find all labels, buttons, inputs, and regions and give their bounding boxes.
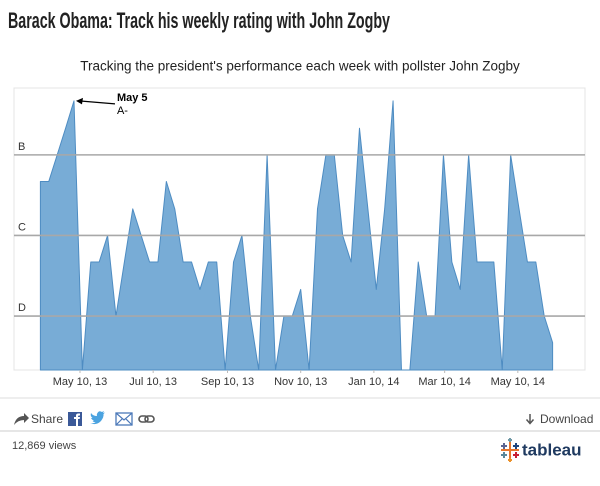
area <box>39 100 554 371</box>
email-icon <box>115 412 133 426</box>
link-icon <box>138 415 149 423</box>
download-button[interactable]: Download <box>525 412 594 426</box>
chart-subtitle: Tracking the president's performance eac… <box>80 59 520 74</box>
brand-name: tableau <box>522 440 582 459</box>
download-icon <box>525 414 535 425</box>
x-tick-label: Mar 10, 14 <box>418 376 471 388</box>
share-label: Share <box>31 412 63 426</box>
x-tick-label: May 10, 14 <box>491 376 545 388</box>
email-icon-flap <box>115 412 133 426</box>
tableau-cross <box>501 438 519 462</box>
y-tick-label: D <box>18 302 26 314</box>
chart-title: Barack Obama: Track his weekly rating wi… <box>8 8 390 33</box>
annotation-arrowhead <box>75 97 83 105</box>
plot-area: D C B May 10, 13 Jul 10, 13 Sep 10, 13 Nov 10,… <box>13 87 586 388</box>
annotation-text: A- <box>117 105 128 117</box>
x-tick-label: Jul 10, 13 <box>129 376 177 388</box>
tableau-logo: tableau <box>501 438 582 462</box>
twitter-button[interactable] <box>90 411 105 425</box>
link-icon <box>144 415 155 423</box>
share-button[interactable]: Share <box>14 412 63 426</box>
email-button[interactable] <box>115 412 133 426</box>
x-tick-label: Sep 10, 13 <box>201 376 254 388</box>
facebook-f <box>74 413 80 426</box>
x-tick-label: Jan 10, 14 <box>348 376 399 388</box>
annotation-arrow <box>78 100 116 105</box>
x-tick-label: Nov 10, 13 <box>274 376 327 388</box>
x-tick-label: May 10, 13 <box>53 376 107 388</box>
y-tick-label: B <box>18 141 25 153</box>
y-tick-label: C <box>18 221 26 233</box>
facebook-button[interactable] <box>68 412 82 426</box>
annotation-title: May 5 <box>117 92 148 104</box>
twitter-icon <box>90 411 105 425</box>
link-button[interactable] <box>138 415 155 423</box>
view-count: 12,869 views <box>12 440 77 452</box>
share-icon <box>14 413 29 425</box>
download-label: Download <box>540 412 593 426</box>
